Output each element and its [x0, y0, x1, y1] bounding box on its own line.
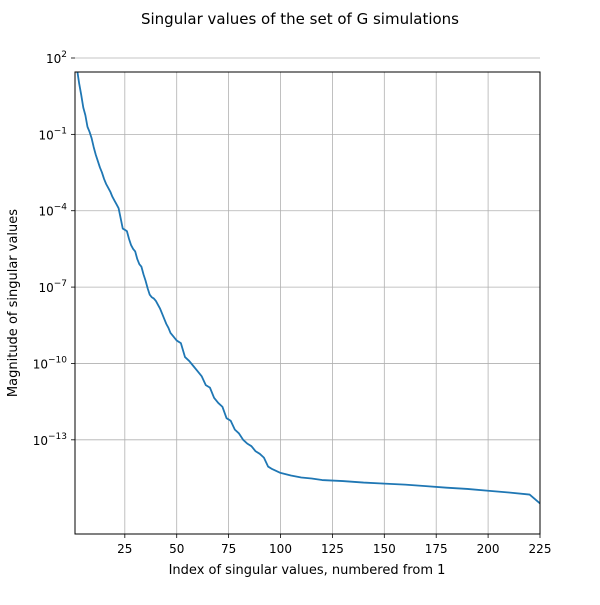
y-tick-label: 10−13	[33, 432, 67, 448]
grid	[75, 57, 541, 534]
plot-frame	[74, 71, 541, 535]
x-tick-label: 150	[373, 542, 396, 556]
y-tick-label: 10−7	[38, 279, 67, 295]
x-axis: 25 50 75 100 125 150 175 200 225	[117, 534, 551, 556]
x-tick-label: 175	[425, 542, 448, 556]
x-tick-label: 225	[529, 542, 552, 556]
y-tick-label: 10−10	[33, 355, 68, 371]
y-tick-label: 102	[46, 50, 67, 66]
chart-title: Singular values of the set of G simulati…	[141, 10, 459, 28]
x-tick-label: 50	[169, 542, 184, 556]
x-tick-label: 100	[269, 542, 292, 556]
x-tick-label: 200	[477, 542, 500, 556]
x-tick-label: 75	[221, 542, 236, 556]
y-tick-label: 10−4	[38, 203, 67, 219]
x-tick-label: 25	[117, 542, 132, 556]
x-axis-label: Index of singular values, numbered from …	[169, 563, 446, 578]
y-axis-label: Magnitude of singular values	[6, 209, 21, 397]
x-tick-label: 125	[321, 542, 344, 556]
series-line-0	[76, 72, 540, 505]
y-axis: 102 10−1 10−4 10−7 10−10 10−13	[33, 50, 75, 448]
y-tick-label: 10−1	[38, 126, 67, 142]
series-layer	[76, 72, 540, 505]
